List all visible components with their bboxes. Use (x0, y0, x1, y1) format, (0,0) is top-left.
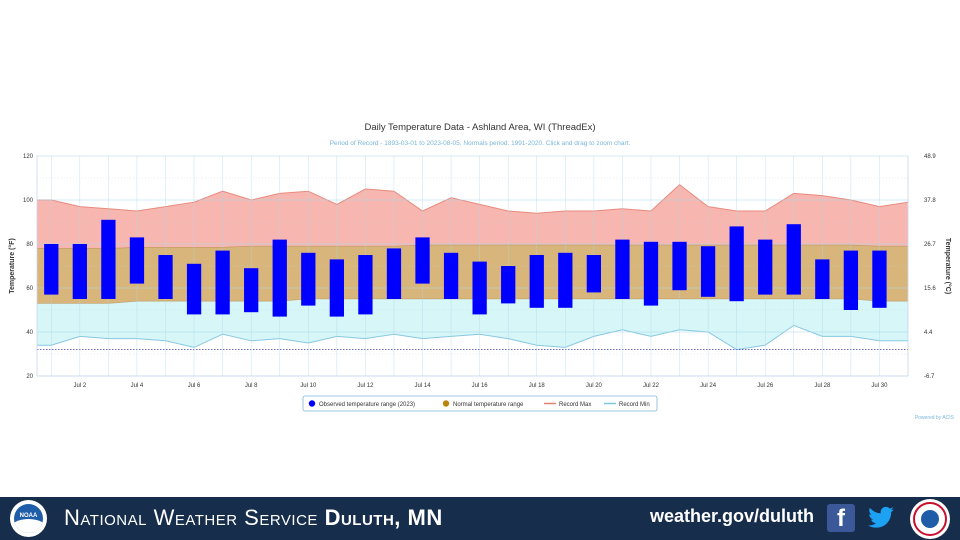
observed-range-bar (44, 244, 59, 295)
observed-range-bar (72, 244, 87, 299)
observed-range-bar (615, 239, 630, 299)
observed-range-bar (843, 250, 859, 310)
observed-range-bar (101, 219, 116, 299)
x-tick-label: Jul 14 (415, 383, 432, 389)
observed-range-bar (272, 239, 287, 317)
chart-subtitle: Period of Record - 1893-03-01 to 2023-08… (330, 140, 631, 147)
x-tick-label: Jul 28 (814, 383, 831, 389)
facebook-icon[interactable]: f (827, 504, 855, 532)
x-tick-label: Jul 2 (73, 383, 86, 389)
y-tick-label-left: 20 (26, 374, 33, 380)
chart-title: Daily Temperature Data - Ashland Area, W… (364, 122, 595, 133)
observed-range-bar (186, 263, 202, 315)
observed-range-bar (501, 266, 516, 304)
noaa-logo-icon: NOAA (10, 500, 47, 537)
chart-credit[interactable]: Powered by ACIS (915, 415, 955, 421)
legend-normal-marker (442, 400, 450, 407)
y-tick-label-right: 4.4 (924, 330, 933, 336)
x-tick-label: Jul 22 (643, 383, 660, 389)
y-tick-label-left: 40 (26, 330, 33, 336)
observed-range-bar (386, 248, 402, 299)
observed-range-bar (558, 252, 573, 308)
observed-range-bar (586, 255, 602, 293)
organization-name: National Weather Service Duluth, MN (64, 505, 443, 531)
x-tick-label: Jul 12 (357, 383, 374, 389)
y-tick-label-right: 26.7 (924, 242, 936, 248)
record-max-band (37, 184, 908, 249)
org-prefix: National Weather Service (64, 505, 318, 530)
observed-range-bar (786, 224, 801, 295)
record-max-line (37, 183, 909, 214)
x-tick-label: Jul 30 (871, 383, 888, 389)
y-axis-label-right: Temperature (°C) (944, 238, 952, 294)
x-tick-label: Jul 10 (300, 383, 317, 389)
legend-record-min-label[interactable]: Record Min (619, 402, 650, 408)
y-tick-label-left: 80 (26, 242, 33, 248)
observed-range-bar (158, 255, 173, 299)
observed-range-bar (415, 237, 430, 284)
y-tick-label-left: 120 (23, 154, 34, 160)
y-tick-label-right: 15.6 (924, 286, 936, 292)
legend-observed-label[interactable]: Observed temperature range (2023) (319, 402, 415, 408)
x-tick-label: Jul 4 (131, 383, 144, 389)
legend-normal-label[interactable]: Normal temperature range (453, 402, 524, 408)
observed-range-bar (758, 239, 773, 295)
observed-range-bar (700, 246, 716, 297)
legend-observed-marker (308, 400, 316, 407)
x-tick-label: Jul 24 (700, 383, 717, 389)
observed-range-bar (358, 255, 373, 315)
observed-range-bar (872, 250, 887, 308)
x-tick-label: Jul 20 (586, 383, 603, 389)
y-axis-label-left: Temperature (°F) (8, 238, 16, 294)
normal-low-line (37, 298, 908, 304)
observed-range-bar (215, 250, 230, 315)
x-tick-label: Jul 16 (472, 383, 489, 389)
x-tick-label: Jul 6 (188, 383, 201, 389)
observed-range-bar (815, 259, 830, 299)
legend-record-max-label[interactable]: Record Max (559, 402, 591, 408)
observed-range-bar (672, 241, 687, 291)
y-tick-label-left: 100 (23, 198, 34, 204)
observed-range-bar (301, 252, 316, 306)
x-tick-label: Jul 18 (529, 383, 546, 389)
observed-range-bar (443, 252, 459, 299)
observed-range-bar (729, 226, 744, 302)
observed-range-bar (129, 237, 145, 284)
y-tick-label-right: 48.9 (924, 154, 936, 160)
nws-logo-icon (910, 499, 950, 539)
website-link[interactable]: weather.gov/duluth (650, 506, 815, 526)
observed-range-bar (643, 241, 659, 306)
y-tick-label-right: 37.8 (924, 198, 936, 204)
x-tick-label: Jul 8 (245, 383, 258, 389)
record-min-line (37, 324, 908, 351)
observed-range-bar (529, 255, 544, 308)
observed-range-bar (472, 261, 487, 315)
x-tick-label: Jul 26 (757, 383, 774, 389)
legend[interactable]: Observed temperature range (2023) Normal… (302, 395, 658, 412)
org-office: Duluth, MN (324, 505, 443, 530)
observed-range-bar (329, 259, 344, 317)
twitter-icon[interactable] (866, 504, 896, 532)
y-tick-label-left: 60 (26, 286, 33, 292)
observed-range-bar (244, 268, 259, 313)
footer-banner: NOAA National Weather Service Duluth, MN… (0, 497, 960, 540)
y-tick-label-right: -6.7 (924, 374, 935, 380)
temperature-chart[interactable]: 120 48.9 100 37.8 80 26.7 60 15.6 40 4.4 20 -6.7 Jul… (0, 0, 960, 497)
